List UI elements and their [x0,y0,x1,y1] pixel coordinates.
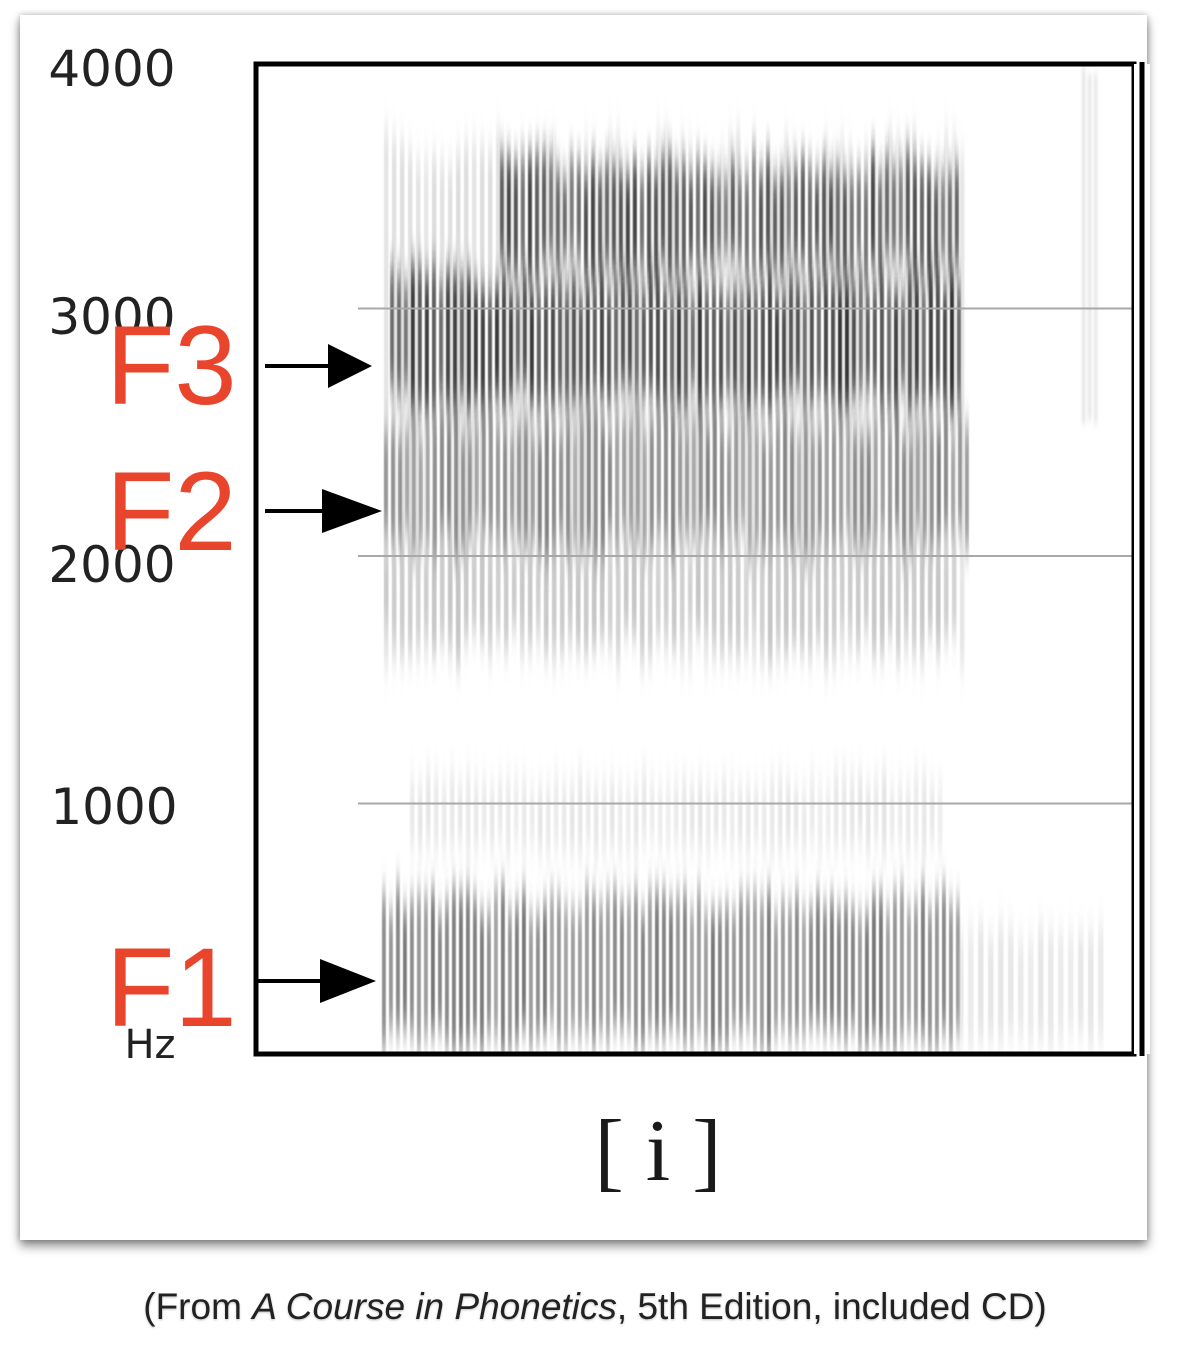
y-tick-2000: 2000 [48,536,175,594]
f3-arrow [265,344,372,388]
caption-suffix: , 5th Edition, included CD) [616,1286,1047,1327]
f2-tail [384,520,957,660]
formant-arrows [254,344,382,1003]
f2-band [384,402,969,562]
f1-decay [958,923,1104,1050]
caption-prefix: (From [143,1286,253,1327]
caption-book-title: A Course in Phonetics [252,1286,617,1327]
mid-faint-band [410,770,943,860]
f1-label: F1 [106,925,237,1050]
source-caption: (From A Course in Phonetics, 5th Edition… [0,1286,1190,1328]
y-tick-4000: 4000 [48,40,175,98]
f1-arrow [254,959,376,1003]
f2-arrow [265,489,382,533]
frequency-gridlines [358,307,1132,805]
spectrogram-energy [382,66,1104,1052]
f3-band [390,265,961,415]
f1-band [382,885,960,1052]
f3-band-upper [500,151,959,284]
right-noise [1082,66,1098,425]
phone-label: [ i ] [594,1103,721,1200]
y-tick-1000: 1000 [50,778,177,836]
spectrogram-figure: 4000 3000 2000 1000 Hz F3 F2 F1 [ i ] [48,40,1145,1200]
y-tick-3000: 3000 [48,288,175,346]
f2-label: F2 [106,449,237,574]
f3-label: F3 [106,303,237,428]
y-unit-label: Hz [124,1022,175,1068]
